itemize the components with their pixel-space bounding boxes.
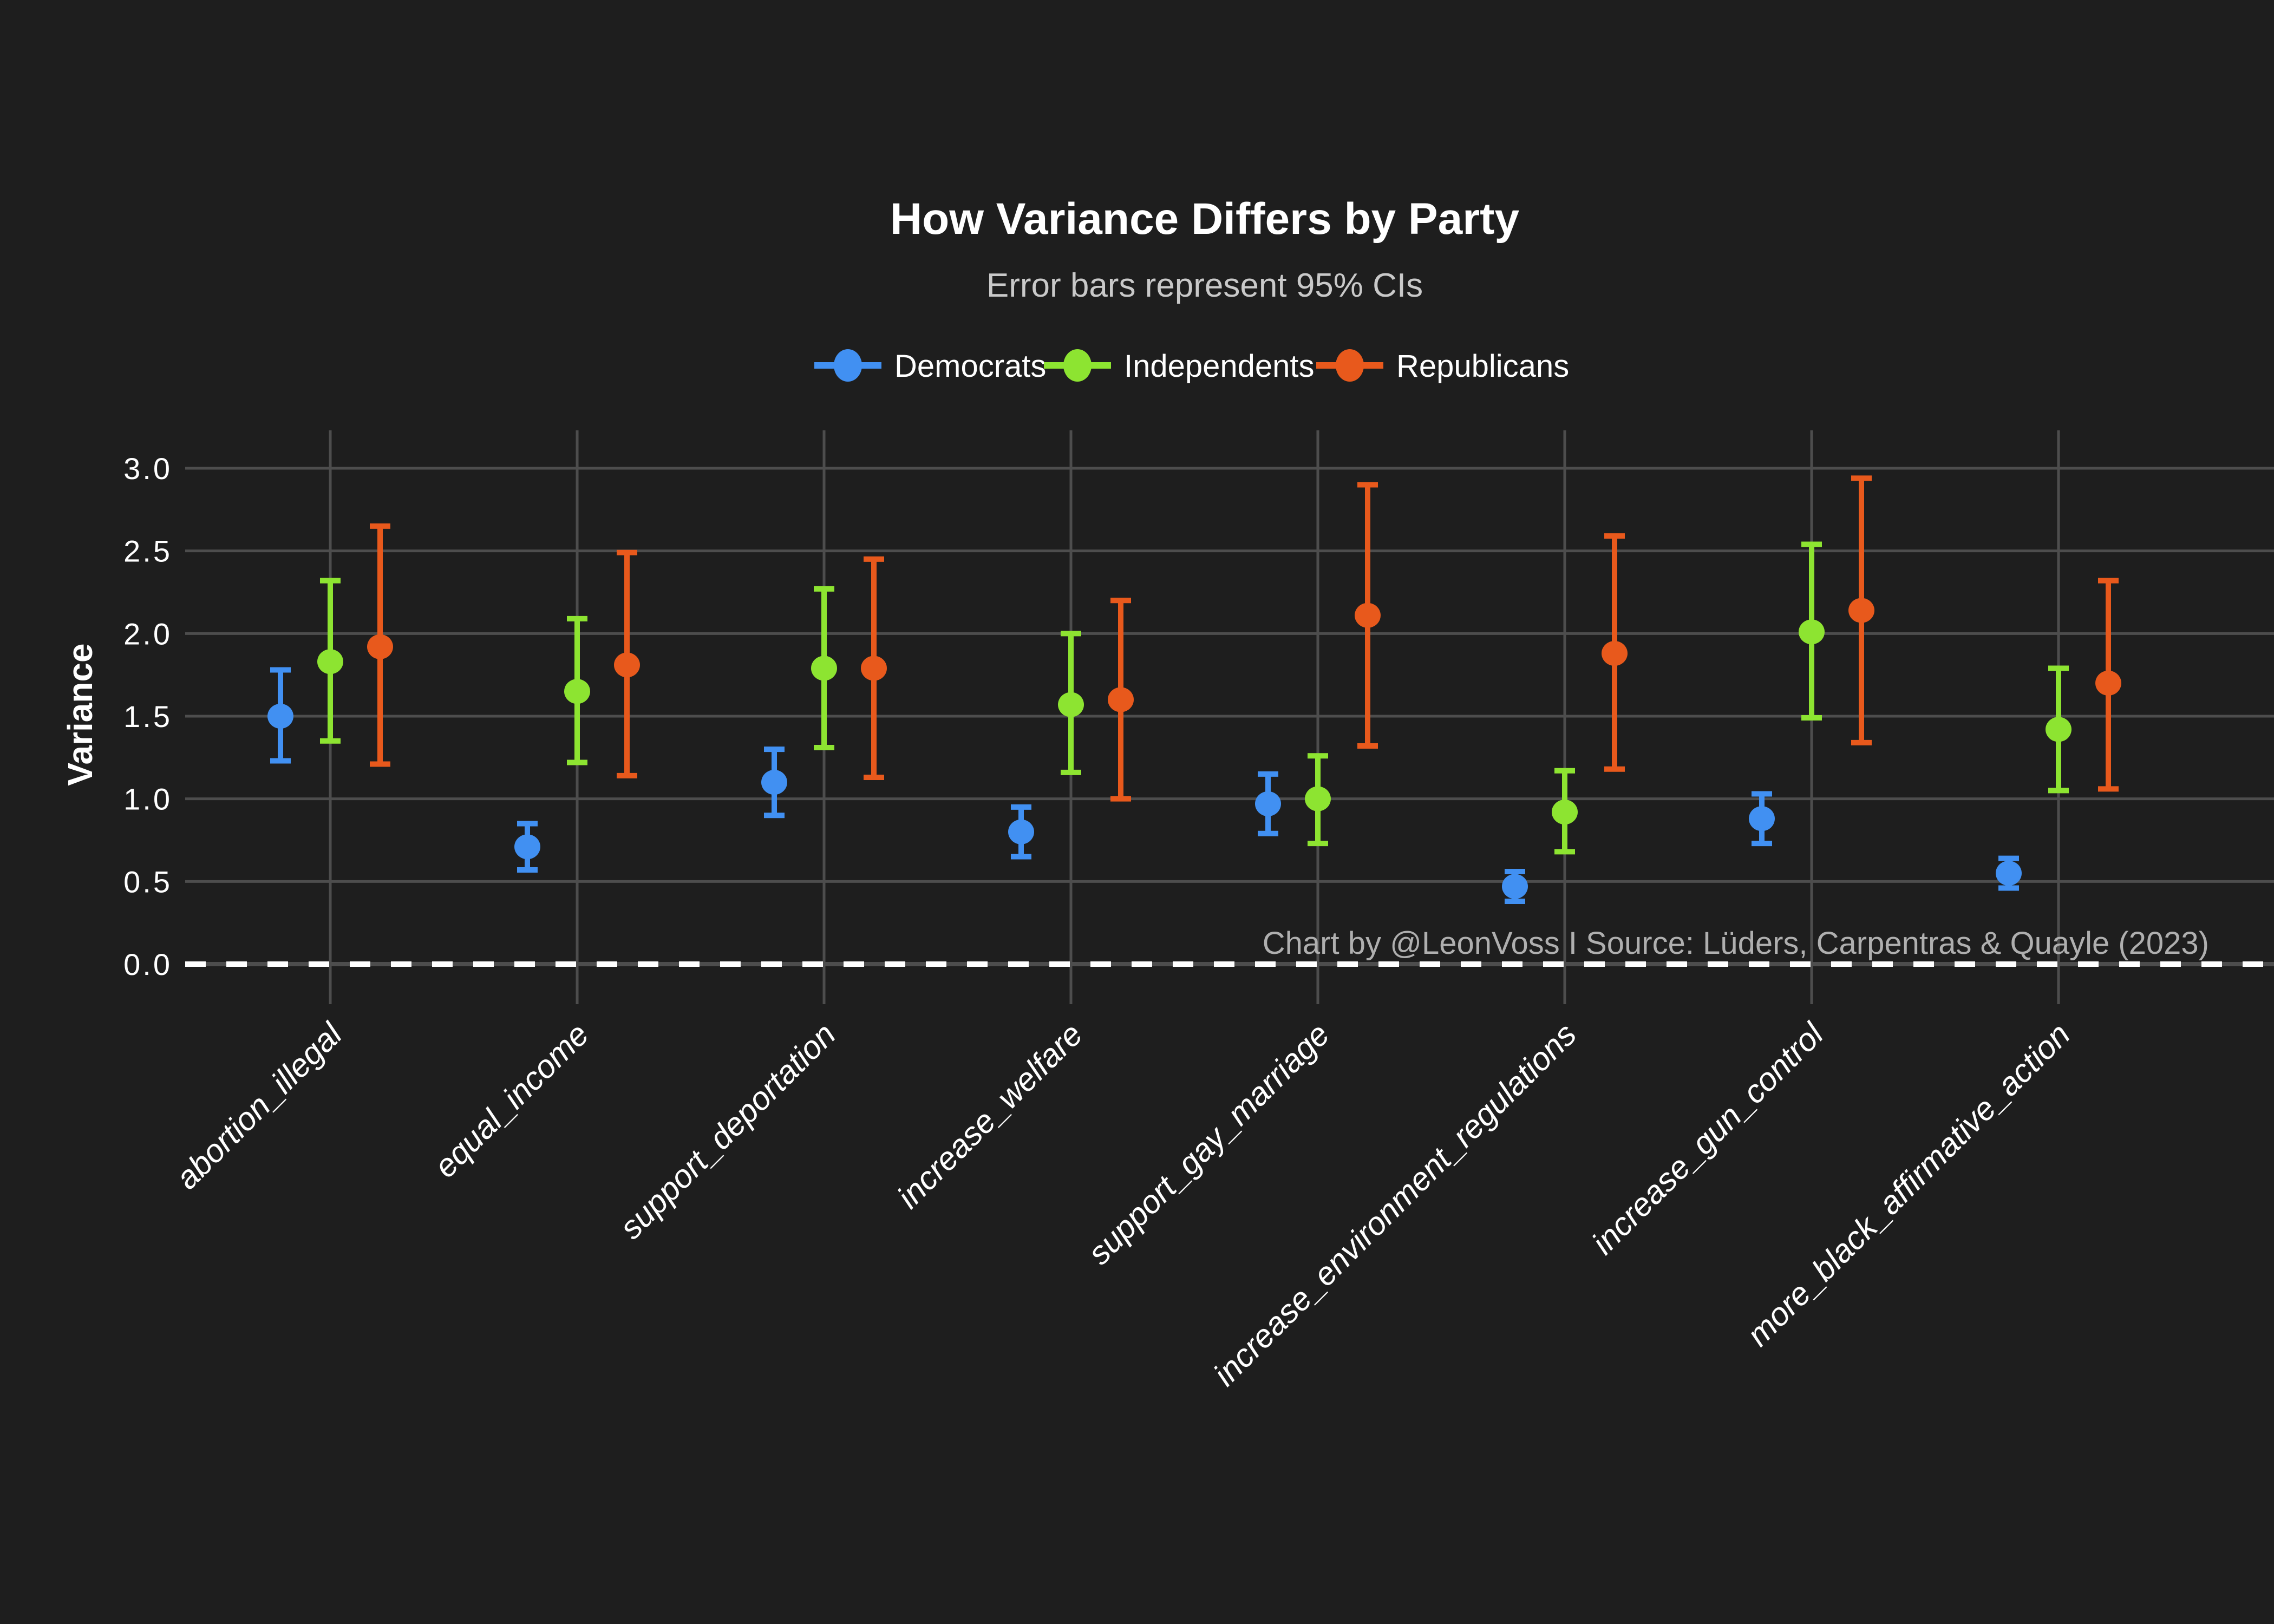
y-tick-label: 0.0 [123, 947, 172, 981]
y-tick-label: 0.5 [123, 865, 172, 899]
x-tick-label: increase_gun_control [1585, 1016, 1831, 1261]
x-tick-label: increase_welfare [890, 1016, 1089, 1215]
y-tick-label: 3.0 [123, 451, 172, 486]
data-point [1008, 819, 1034, 844]
data-point [761, 770, 787, 795]
data-point [861, 656, 887, 681]
series-republicans [367, 475, 2121, 802]
data-point [1058, 692, 1084, 717]
legend-label-republicans: Republicans [1396, 349, 1569, 384]
data-point [1996, 861, 2022, 886]
y-tick-label: 1.0 [123, 782, 172, 816]
legend-dot-icon [1336, 349, 1364, 382]
series-independents [317, 541, 2072, 855]
y-tick-label: 2.5 [123, 534, 172, 568]
data-point [1749, 806, 1775, 831]
x-tick-label: support_gay_marriage [1081, 1016, 1336, 1272]
data-point [2046, 717, 2072, 742]
data-point [1602, 640, 1628, 666]
legend: Democrats Independents Republicans [814, 349, 1569, 384]
data-point [1305, 786, 1331, 811]
y-tick-label: 1.5 [123, 699, 172, 734]
data-point [564, 679, 590, 704]
data-point [317, 649, 343, 675]
x-tick-label: equal_income [427, 1016, 596, 1185]
data-point [1502, 874, 1528, 899]
legend-dot-icon [1063, 349, 1092, 382]
data-point [1108, 687, 1134, 712]
legend-dot-icon [834, 349, 862, 382]
chart-subtitle: Error bars represent 95% CIs [986, 267, 1423, 304]
watermark-source-text: Chart by @LeonVoss I Source: Lüders, Car… [1263, 926, 2209, 961]
x-tick-labels: abortion_illegal equal_income support_depo… [168, 1016, 2077, 1393]
legend-label-independents: Independents [1124, 349, 1315, 384]
series-democrats [267, 667, 2022, 904]
data-point [267, 704, 293, 729]
legend-item-independents: Independents [1044, 349, 1315, 384]
chart-title: How Variance Differs by Party [890, 194, 1520, 244]
data-point [1552, 800, 1578, 825]
data-point [1255, 791, 1281, 816]
grid-layer [185, 430, 2274, 1004]
y-tick-labels: 0.0 0.5 1.0 1.5 2.0 2.5 3.0 [123, 451, 172, 981]
data-point [1355, 603, 1381, 628]
data-point [1799, 619, 1825, 645]
data-point [811, 656, 837, 681]
data-point [614, 652, 640, 678]
data-point [2095, 670, 2121, 696]
legend-item-democrats: Democrats [814, 349, 1046, 384]
data-point [514, 834, 540, 860]
legend-label-democrats: Democrats [894, 349, 1046, 384]
y-axis-label: Variance [61, 643, 100, 785]
legend-item-republicans: Republicans [1316, 349, 1569, 384]
x-tick-label: abortion_illegal [168, 1016, 349, 1196]
series-layer [267, 475, 2121, 904]
x-tick-label: support_deportation [612, 1016, 842, 1246]
data-point [1848, 598, 1874, 623]
y-tick-label: 2.0 [123, 617, 172, 651]
data-point [367, 634, 393, 659]
